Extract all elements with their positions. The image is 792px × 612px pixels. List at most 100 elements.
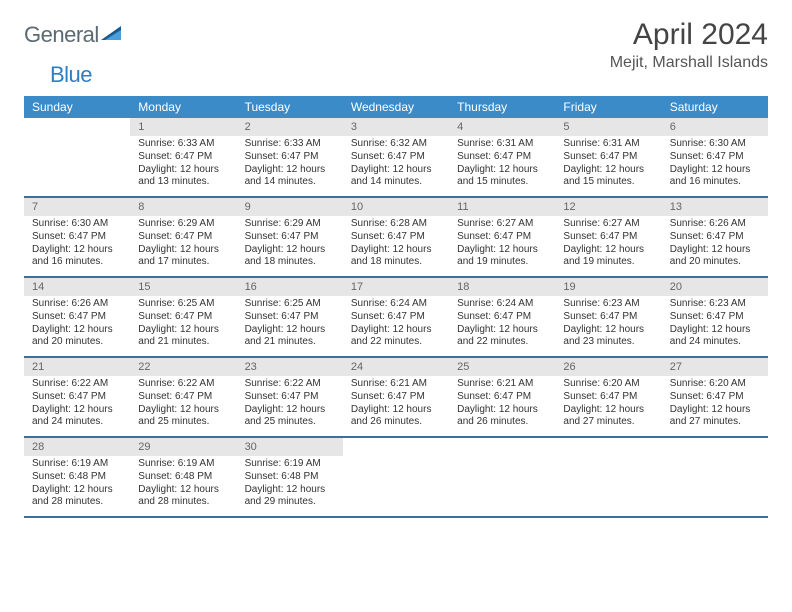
sunset-text: Sunset: 6:47 PM: [32, 231, 122, 244]
day-number: 24: [343, 358, 449, 376]
day-number: 5: [555, 118, 661, 136]
sunrise-text: Sunrise: 6:24 AM: [457, 298, 547, 311]
sunrise-text: Sunrise: 6:31 AM: [563, 138, 653, 151]
day-number: 12: [555, 198, 661, 216]
day-header-row: Sunday Monday Tuesday Wednesday Thursday…: [24, 96, 768, 118]
day-detail: Sunrise: 6:33 AMSunset: 6:47 PMDaylight:…: [237, 136, 343, 193]
sunrise-text: Sunrise: 6:33 AM: [245, 138, 335, 151]
day-number: 15: [130, 278, 236, 296]
day-cell: 10Sunrise: 6:28 AMSunset: 6:47 PMDayligh…: [343, 198, 449, 276]
day-label: Friday: [555, 96, 661, 118]
day-number: 19: [555, 278, 661, 296]
sunrise-text: Sunrise: 6:30 AM: [670, 138, 760, 151]
day-detail: Sunrise: 6:21 AMSunset: 6:47 PMDaylight:…: [343, 376, 449, 433]
sunrise-text: Sunrise: 6:22 AM: [138, 378, 228, 391]
day-cell: 1Sunrise: 6:33 AMSunset: 6:47 PMDaylight…: [130, 118, 236, 196]
sunrise-text: Sunrise: 6:19 AM: [245, 458, 335, 471]
sunrise-text: Sunrise: 6:29 AM: [245, 218, 335, 231]
day-number: 16: [237, 278, 343, 296]
day-number: 22: [130, 358, 236, 376]
sunset-text: Sunset: 6:47 PM: [32, 311, 122, 324]
sunset-text: Sunset: 6:47 PM: [457, 391, 547, 404]
day-label: Sunday: [24, 96, 130, 118]
day-number: 20: [662, 278, 768, 296]
day-detail: Sunrise: 6:19 AMSunset: 6:48 PMDaylight:…: [24, 456, 130, 513]
sunrise-text: Sunrise: 6:21 AM: [457, 378, 547, 391]
day-number: [662, 438, 768, 456]
day-detail: Sunrise: 6:31 AMSunset: 6:47 PMDaylight:…: [449, 136, 555, 193]
day-cell: 15Sunrise: 6:25 AMSunset: 6:47 PMDayligh…: [130, 278, 236, 356]
sunrise-text: Sunrise: 6:30 AM: [32, 218, 122, 231]
day-cell: [555, 438, 661, 516]
daylight-text: Daylight: 12 hours and 20 minutes.: [670, 244, 760, 270]
sunrise-text: Sunrise: 6:20 AM: [670, 378, 760, 391]
sunset-text: Sunset: 6:47 PM: [563, 311, 653, 324]
day-number: 10: [343, 198, 449, 216]
day-cell: 23Sunrise: 6:22 AMSunset: 6:47 PMDayligh…: [237, 358, 343, 436]
day-cell: 19Sunrise: 6:23 AMSunset: 6:47 PMDayligh…: [555, 278, 661, 356]
day-detail: Sunrise: 6:31 AMSunset: 6:47 PMDaylight:…: [555, 136, 661, 193]
sunrise-text: Sunrise: 6:25 AM: [245, 298, 335, 311]
day-detail: Sunrise: 6:29 AMSunset: 6:47 PMDaylight:…: [237, 216, 343, 273]
daylight-text: Daylight: 12 hours and 24 minutes.: [32, 404, 122, 430]
sunset-text: Sunset: 6:48 PM: [138, 471, 228, 484]
day-number: 18: [449, 278, 555, 296]
day-detail: Sunrise: 6:26 AMSunset: 6:47 PMDaylight:…: [662, 216, 768, 273]
sunset-text: Sunset: 6:47 PM: [457, 311, 547, 324]
day-detail: Sunrise: 6:21 AMSunset: 6:47 PMDaylight:…: [449, 376, 555, 433]
sunrise-text: Sunrise: 6:28 AM: [351, 218, 441, 231]
daylight-text: Daylight: 12 hours and 20 minutes.: [32, 324, 122, 350]
day-cell: 24Sunrise: 6:21 AMSunset: 6:47 PMDayligh…: [343, 358, 449, 436]
daylight-text: Daylight: 12 hours and 19 minutes.: [563, 244, 653, 270]
sunset-text: Sunset: 6:47 PM: [245, 151, 335, 164]
day-cell: 21Sunrise: 6:22 AMSunset: 6:47 PMDayligh…: [24, 358, 130, 436]
day-cell: [449, 438, 555, 516]
daylight-text: Daylight: 12 hours and 19 minutes.: [457, 244, 547, 270]
daylight-text: Daylight: 12 hours and 23 minutes.: [563, 324, 653, 350]
day-cell: [24, 118, 130, 196]
day-cell: 27Sunrise: 6:20 AMSunset: 6:47 PMDayligh…: [662, 358, 768, 436]
day-label: Thursday: [449, 96, 555, 118]
daylight-text: Daylight: 12 hours and 16 minutes.: [670, 164, 760, 190]
day-number: 21: [24, 358, 130, 376]
sunrise-text: Sunrise: 6:24 AM: [351, 298, 441, 311]
day-detail: Sunrise: 6:27 AMSunset: 6:47 PMDaylight:…: [555, 216, 661, 273]
sunset-text: Sunset: 6:47 PM: [563, 391, 653, 404]
day-cell: 11Sunrise: 6:27 AMSunset: 6:47 PMDayligh…: [449, 198, 555, 276]
day-detail: Sunrise: 6:32 AMSunset: 6:47 PMDaylight:…: [343, 136, 449, 193]
sunrise-text: Sunrise: 6:22 AM: [32, 378, 122, 391]
week-row: 21 Sunrise: 6:22 AM Sunset: 6:47 PM Dayligh…: [24, 358, 768, 438]
day-number: 28: [24, 438, 130, 456]
day-detail: Sunrise: 6:23 AMSunset: 6:47 PMDaylight:…: [555, 296, 661, 353]
day-number: 26: [555, 358, 661, 376]
sunset-text: Sunset: 6:47 PM: [351, 311, 441, 324]
day-number: [24, 118, 130, 136]
daylight-text: Daylight: 12 hours and 24 minutes.: [670, 324, 760, 350]
daylight-text: Daylight: 12 hours and 28 minutes.: [138, 484, 228, 510]
sunset-text: Sunset: 6:47 PM: [563, 231, 653, 244]
day-cell: 12Sunrise: 6:27 AMSunset: 6:47 PMDayligh…: [555, 198, 661, 276]
day-cell: 16Sunrise: 6:25 AMSunset: 6:47 PMDayligh…: [237, 278, 343, 356]
day-number: 6: [662, 118, 768, 136]
day-detail: Sunrise: 6:27 AMSunset: 6:47 PMDaylight:…: [449, 216, 555, 273]
day-number: 7: [24, 198, 130, 216]
logo-text-general: General: [24, 22, 99, 48]
day-number: 29: [130, 438, 236, 456]
day-cell: 14Sunrise: 6:26 AMSunset: 6:47 PMDayligh…: [24, 278, 130, 356]
daylight-text: Daylight: 12 hours and 16 minutes.: [32, 244, 122, 270]
day-detail: Sunrise: 6:20 AMSunset: 6:47 PMDaylight:…: [555, 376, 661, 433]
week-row: 7Sunrise: 6:30 AMSunset: 6:47 PMDaylight…: [24, 198, 768, 278]
day-number: 2: [237, 118, 343, 136]
day-cell: 26Sunrise: 6:20 AMSunset: 6:47 PMDayligh…: [555, 358, 661, 436]
daylight-text: Daylight: 12 hours and 25 minutes.: [138, 404, 228, 430]
day-cell: 20Sunrise: 6:23 AMSunset: 6:47 PMDayligh…: [662, 278, 768, 356]
day-cell: 13Sunrise: 6:26 AMSunset: 6:47 PMDayligh…: [662, 198, 768, 276]
day-number: 8: [130, 198, 236, 216]
day-cell: 29Sunrise: 6:19 AMSunset: 6:48 PMDayligh…: [130, 438, 236, 516]
sunrise-text: Sunrise: 6:27 AM: [457, 218, 547, 231]
sunrise-text: Sunrise: 6:25 AM: [138, 298, 228, 311]
day-cell: 4Sunrise: 6:31 AMSunset: 6:47 PMDaylight…: [449, 118, 555, 196]
sunset-text: Sunset: 6:47 PM: [670, 391, 760, 404]
day-cell: 17Sunrise: 6:24 AMSunset: 6:47 PMDayligh…: [343, 278, 449, 356]
sunset-text: Sunset: 6:47 PM: [563, 151, 653, 164]
